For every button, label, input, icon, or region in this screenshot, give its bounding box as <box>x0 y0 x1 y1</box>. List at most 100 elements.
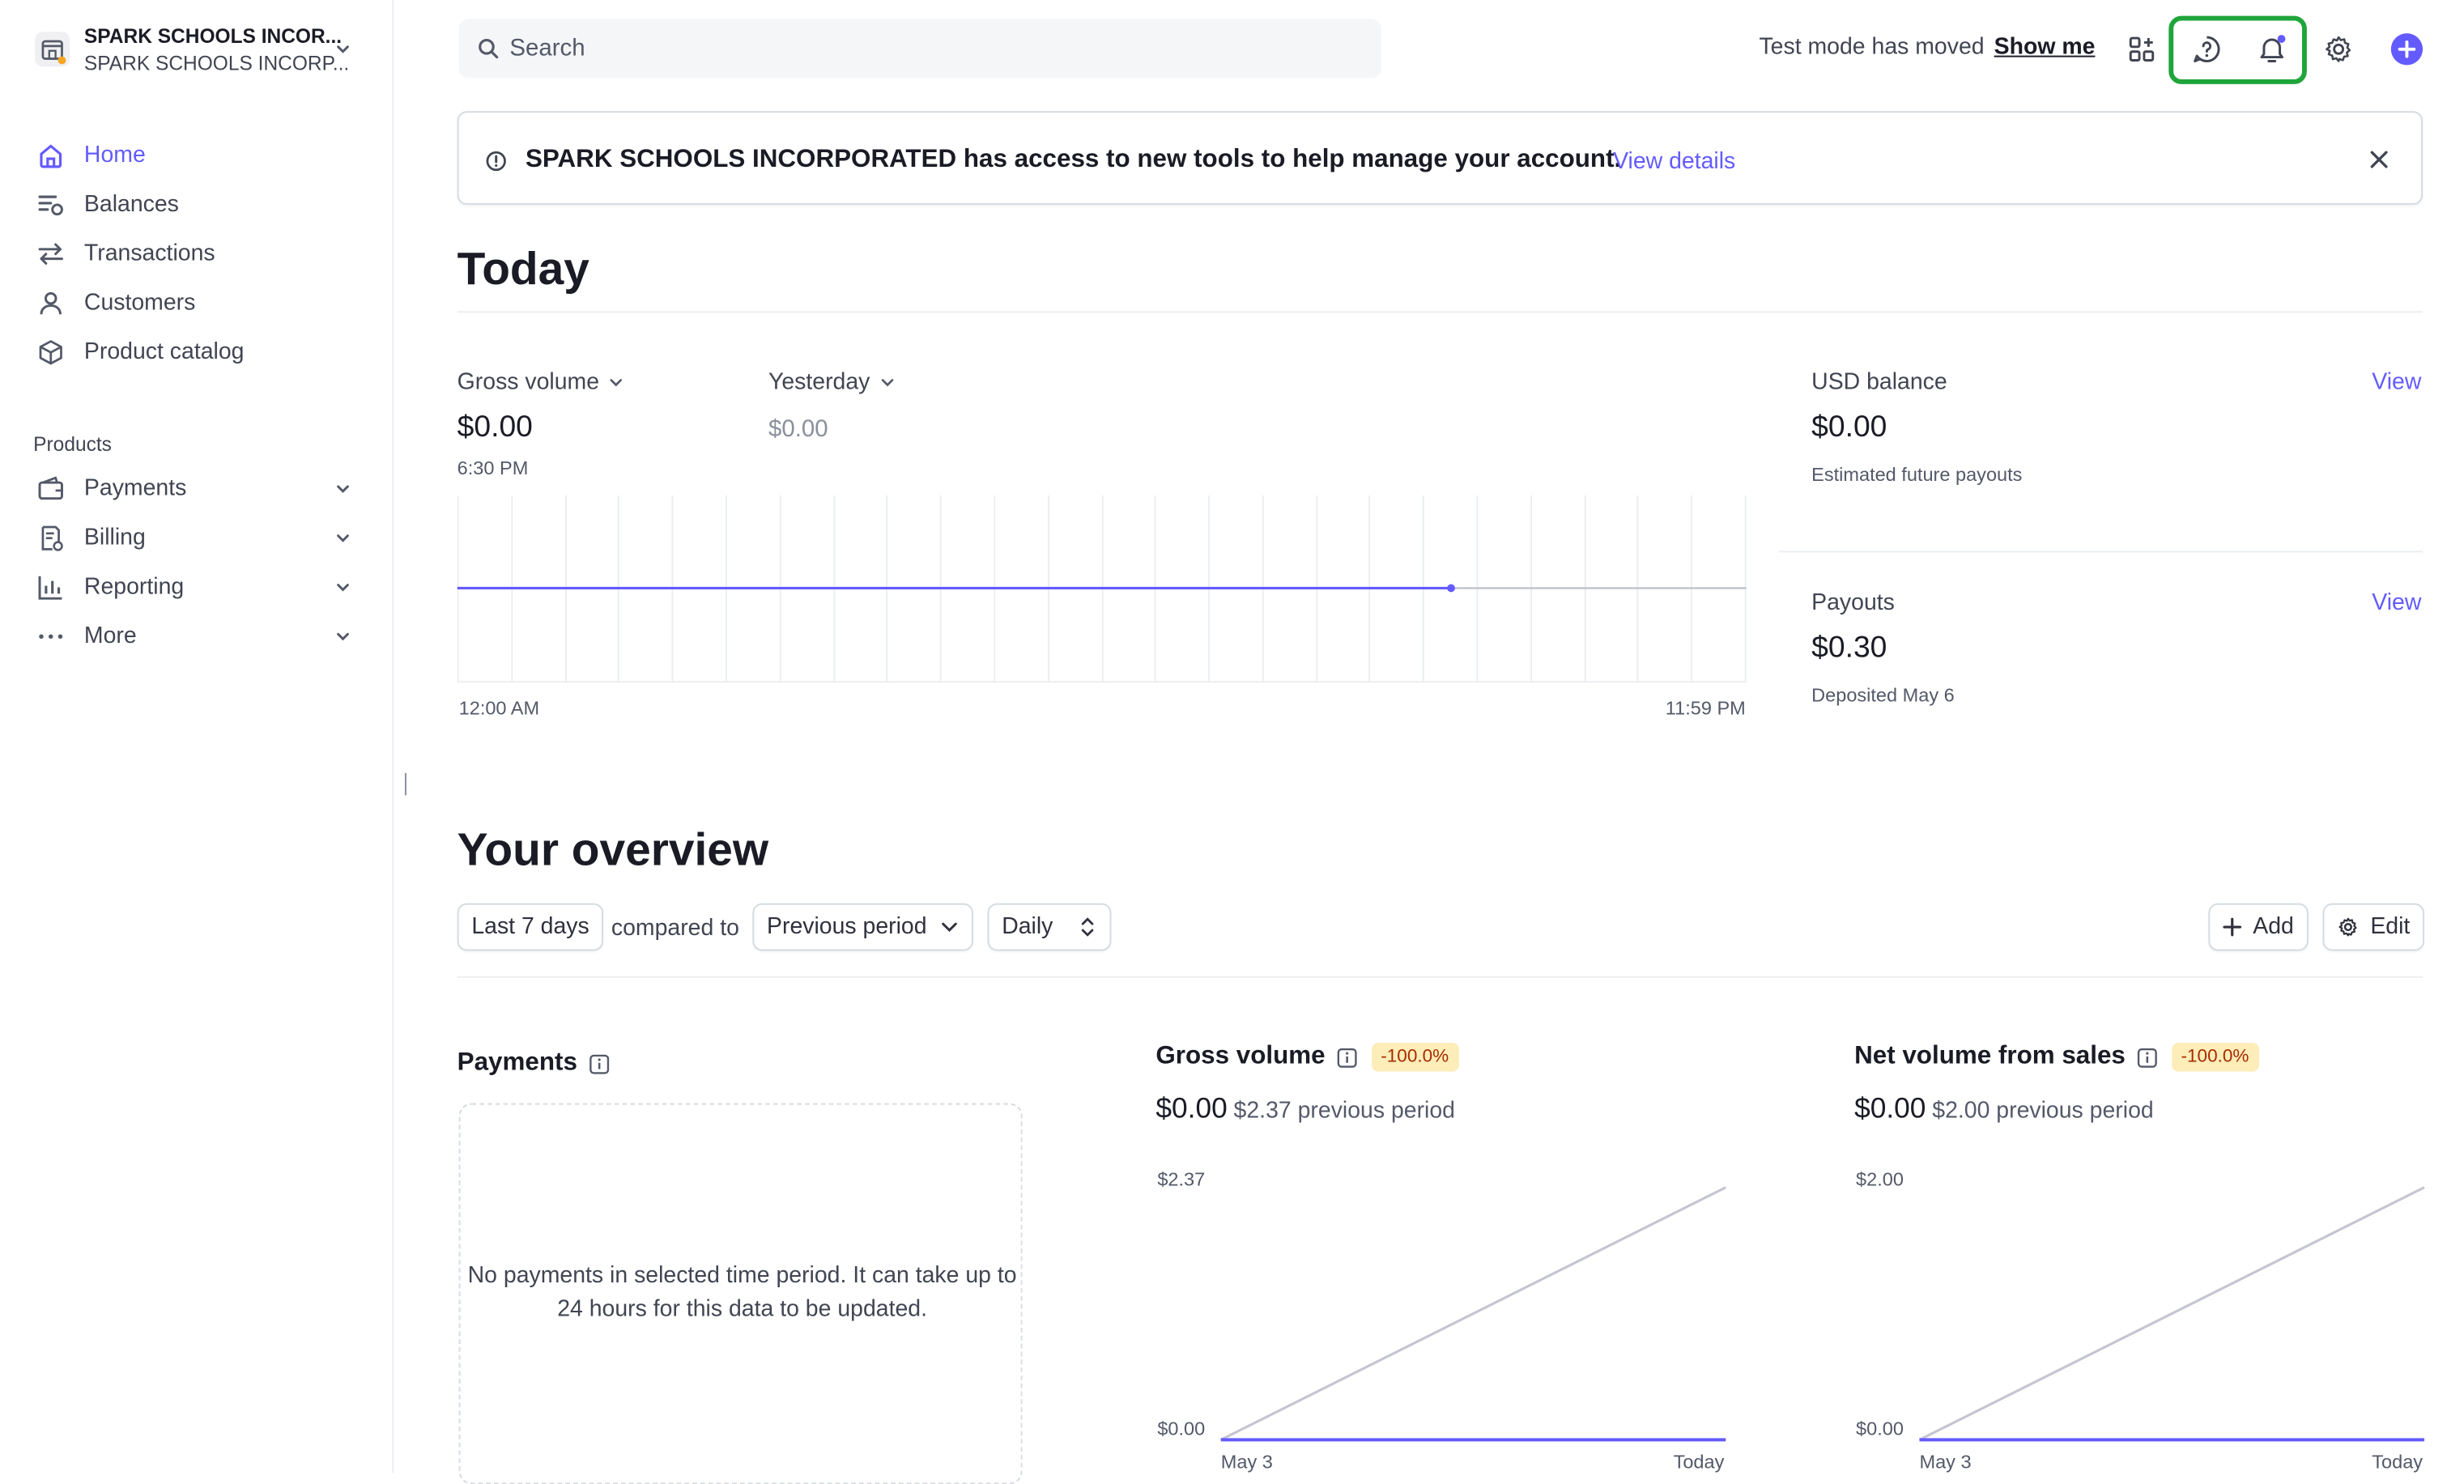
notifications-icon[interactable] <box>2254 32 2289 66</box>
show-me-link[interactable]: Show me <box>1994 35 2096 61</box>
sidebar-item-label: Balances <box>83 192 179 218</box>
test-mode-text: Test mode has moved <box>1759 35 1985 61</box>
sidebar-item-label: Customers <box>83 290 196 317</box>
search-bar[interactable] <box>458 19 1381 79</box>
account-logo[interactable] <box>35 32 70 67</box>
today-title: Today <box>457 244 589 296</box>
payments-empty-text: No payments in selected time period. It … <box>467 1263 1017 1323</box>
sidebar-item-payments[interactable]: Payments <box>35 471 368 506</box>
payments-card-title: Payments <box>457 1049 609 1078</box>
edit-label: Edit <box>2370 914 2411 940</box>
current-point <box>1447 584 1455 593</box>
info-icon <box>486 151 506 172</box>
net-volume-chart <box>1918 1186 2425 1442</box>
gross-volume-time: 6:30 PM <box>457 457 529 480</box>
sidebar-item-label: More <box>83 623 137 649</box>
usd-balance-value: $0.00 <box>1811 410 1887 444</box>
overview-title: Your overview <box>457 825 769 877</box>
payouts-value: $0.30 <box>1811 631 1887 665</box>
account-subname[interactable]: SPARK SCHOOLS INCORP... <box>83 52 350 75</box>
account-name[interactable]: SPARK SCHOOLS INCOR... <box>83 25 343 48</box>
create-icon[interactable] <box>2390 32 2424 66</box>
payments-empty-state: No payments in selected time period. It … <box>458 1103 1023 1484</box>
customers-icon <box>35 287 66 319</box>
date-range-button[interactable]: Last 7 days <box>457 903 604 951</box>
compare-selector[interactable]: Yesterday <box>768 370 896 395</box>
reporting-icon <box>35 572 66 603</box>
sidebar-item-label: Reporting <box>83 574 185 601</box>
settings-icon[interactable] <box>2321 32 2356 66</box>
x-end-label: 11:59 PM <box>1665 696 1746 720</box>
chevron-down-icon[interactable] <box>334 40 353 59</box>
balances-icon <box>35 189 66 220</box>
gross-volume-label: Gross volume <box>457 369 600 396</box>
chevron-down-icon <box>941 922 957 933</box>
today-chart <box>457 495 1747 683</box>
gross-volume-card-title: Gross volume -100.0% <box>1155 1043 1458 1072</box>
products-section-label: Products <box>33 433 112 456</box>
sidebar-item-label: Billing <box>83 525 146 551</box>
gross-volume-selector[interactable]: Gross volume <box>457 370 625 395</box>
edit-button[interactable]: Edit <box>2322 903 2424 951</box>
announcement-banner: SPARK SCHOOLS INCORPORATED has access to… <box>457 111 2424 205</box>
gross-current: $0.00 <box>1155 1091 1228 1125</box>
sidebar-item-customers[interactable]: Customers <box>35 286 368 321</box>
sidebar-item-product-catalog[interactable]: Product catalog <box>35 335 368 370</box>
add-label: Add <box>2253 914 2294 940</box>
chevron-down-icon[interactable] <box>334 479 353 499</box>
gross-delta-badge: -100.0% <box>1371 1043 1458 1072</box>
payments-icon <box>35 473 66 504</box>
sidebar-item-label: Payments <box>83 476 187 502</box>
sidebar-item-reporting[interactable]: Reporting <box>35 570 368 605</box>
info-icon <box>589 1053 609 1074</box>
search-input[interactable] <box>509 19 1351 79</box>
comparison-select[interactable]: Previous period <box>752 903 973 951</box>
net-title-text: Net volume from sales <box>1854 1043 2126 1070</box>
store-icon <box>41 40 66 65</box>
divider <box>457 311 2424 313</box>
close-icon[interactable] <box>2368 149 2389 169</box>
gross-volume-card-value: $0.00 $2.37 previous period <box>1155 1092 1455 1125</box>
net-current: $0.00 <box>1854 1091 1926 1125</box>
chevron-up-down-icon <box>1082 917 1094 937</box>
billing-icon <box>35 522 66 554</box>
previous-period-line <box>1220 1186 1726 1441</box>
interval-select[interactable]: Daily <box>987 903 1112 951</box>
chevron-down-icon <box>611 379 623 387</box>
apps-icon[interactable] <box>2124 32 2159 66</box>
sidebar-item-billing[interactable]: Billing <box>35 521 368 555</box>
chevron-down-icon[interactable] <box>334 578 353 597</box>
payouts-label: Payouts <box>1811 590 1895 616</box>
net-volume-card-value: $0.00 $2.00 previous period <box>1854 1092 2154 1125</box>
sidebar-item-transactions[interactable]: Transactions <box>35 236 368 271</box>
sidebar-item-label: Home <box>83 142 146 168</box>
sidebar-item-label: Transactions <box>83 241 215 267</box>
sidebar-item-more[interactable]: More <box>35 619 368 654</box>
highlight-box <box>2168 15 2307 84</box>
comparison-label: Previous period <box>767 914 927 940</box>
view-details-link[interactable]: View details <box>1613 149 1736 175</box>
usd-balance-sub: Estimated future payouts <box>1811 463 2023 486</box>
gear-icon <box>2338 917 2357 937</box>
sidebar-item-balances[interactable]: Balances <box>35 187 368 222</box>
divider <box>457 976 2424 978</box>
divider <box>1777 551 2424 553</box>
sidebar-item-home[interactable]: Home <box>35 138 368 173</box>
chevron-down-icon[interactable] <box>334 529 353 548</box>
compared-to-text: compared to <box>611 916 739 942</box>
chevron-down-icon[interactable] <box>334 627 353 646</box>
gross-y-max: $2.37 <box>1157 1168 1206 1191</box>
usd-view-link[interactable]: View <box>2372 369 2422 396</box>
help-icon[interactable] <box>2190 32 2224 66</box>
home-icon <box>35 140 66 172</box>
search-icon <box>478 38 499 59</box>
gross-volume-value: $0.00 <box>457 410 533 444</box>
payouts-view-link[interactable]: View <box>2372 590 2422 616</box>
sidebar-item-label: Product catalog <box>83 339 245 365</box>
add-button[interactable]: Add <box>2208 903 2309 951</box>
sidebar: SPARK SCHOOLS INCOR... SPARK SCHOOLS INC… <box>0 0 394 1473</box>
net-delta-badge: -100.0% <box>2171 1043 2259 1072</box>
payouts-sub: Deposited May 6 <box>1811 684 1955 707</box>
sidebar-resize-handle[interactable] <box>404 772 406 796</box>
x-start-label: 12:00 AM <box>458 696 540 720</box>
